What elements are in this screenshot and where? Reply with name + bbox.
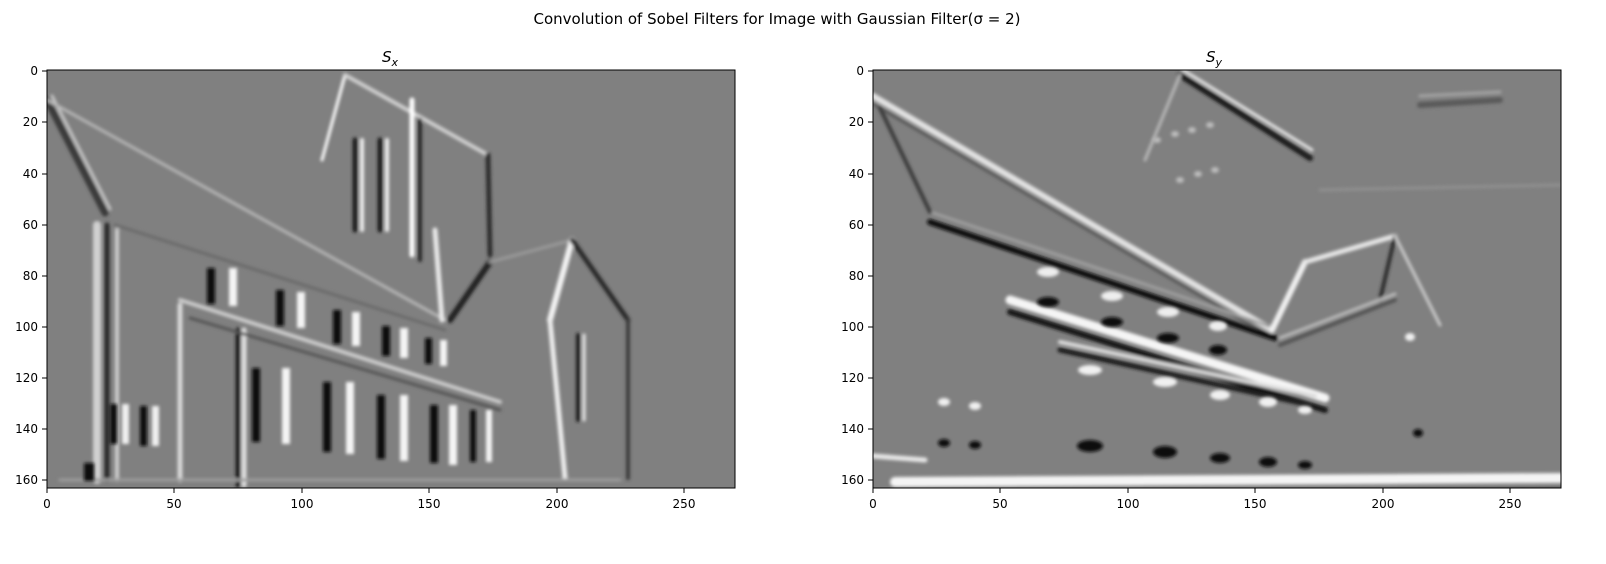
sy-ytick-label: 100 <box>841 320 864 334</box>
panel-sx: Sx <box>15 48 736 511</box>
sx-xtick-label: 50 <box>166 497 181 511</box>
sy-ytick-label: 160 <box>841 473 864 487</box>
sx-ytick-label: 140 <box>15 422 38 436</box>
sy-image <box>873 70 1561 488</box>
sx-ytick-label: 80 <box>23 269 38 283</box>
sy-ytick-label: 0 <box>856 64 864 78</box>
sx-axes-frame <box>46 69 736 489</box>
sx-xtick-label: 100 <box>291 497 314 511</box>
panel-sy: Sy <box>841 48 1562 511</box>
sy-axes-frame <box>872 69 1562 489</box>
sx-ytick-label: 20 <box>23 115 38 129</box>
sy-y-axis: 0 20 40 60 80 100 120 140 160 <box>841 64 873 487</box>
sy-x-axis: 0 50 100 150 200 250 <box>869 488 1521 511</box>
sx-x-axis: 0 50 100 150 200 250 <box>43 488 695 511</box>
sx-xtick-label: 150 <box>418 497 441 511</box>
sy-ytick-label: 80 <box>849 269 864 283</box>
sx-ytick-label: 60 <box>23 218 38 232</box>
sy-ytick-label: 120 <box>841 371 864 385</box>
sy-ytick-label: 60 <box>849 218 864 232</box>
sy-xtick-label: 100 <box>1117 497 1140 511</box>
figure-suptitle: Convolution of Sobel Filters for Image w… <box>533 10 1020 28</box>
sx-ytick-label: 160 <box>15 473 38 487</box>
sx-xtick-label: 0 <box>43 497 51 511</box>
sy-xtick-label: 50 <box>992 497 1007 511</box>
sx-ytick-label: 0 <box>30 64 38 78</box>
sx-xtick-label: 200 <box>546 497 569 511</box>
sx-ytick-label: 40 <box>23 167 38 181</box>
panel-sx-title: Sx <box>382 48 399 69</box>
sy-xtick-label: 250 <box>1499 497 1522 511</box>
sx-image <box>47 70 735 488</box>
panel-sy-title: Sy <box>1206 48 1223 69</box>
sy-xtick-label: 150 <box>1244 497 1267 511</box>
sy-xtick-label: 200 <box>1372 497 1395 511</box>
sx-ytick-label: 100 <box>15 320 38 334</box>
sy-ytick-label: 20 <box>849 115 864 129</box>
sx-ytick-label: 120 <box>15 371 38 385</box>
sx-y-axis: 0 20 40 60 80 100 120 140 160 <box>15 64 47 487</box>
sx-xtick-label: 250 <box>673 497 696 511</box>
sy-ytick-label: 40 <box>849 167 864 181</box>
sy-ytick-label: 140 <box>841 422 864 436</box>
sy-xtick-label: 0 <box>869 497 877 511</box>
